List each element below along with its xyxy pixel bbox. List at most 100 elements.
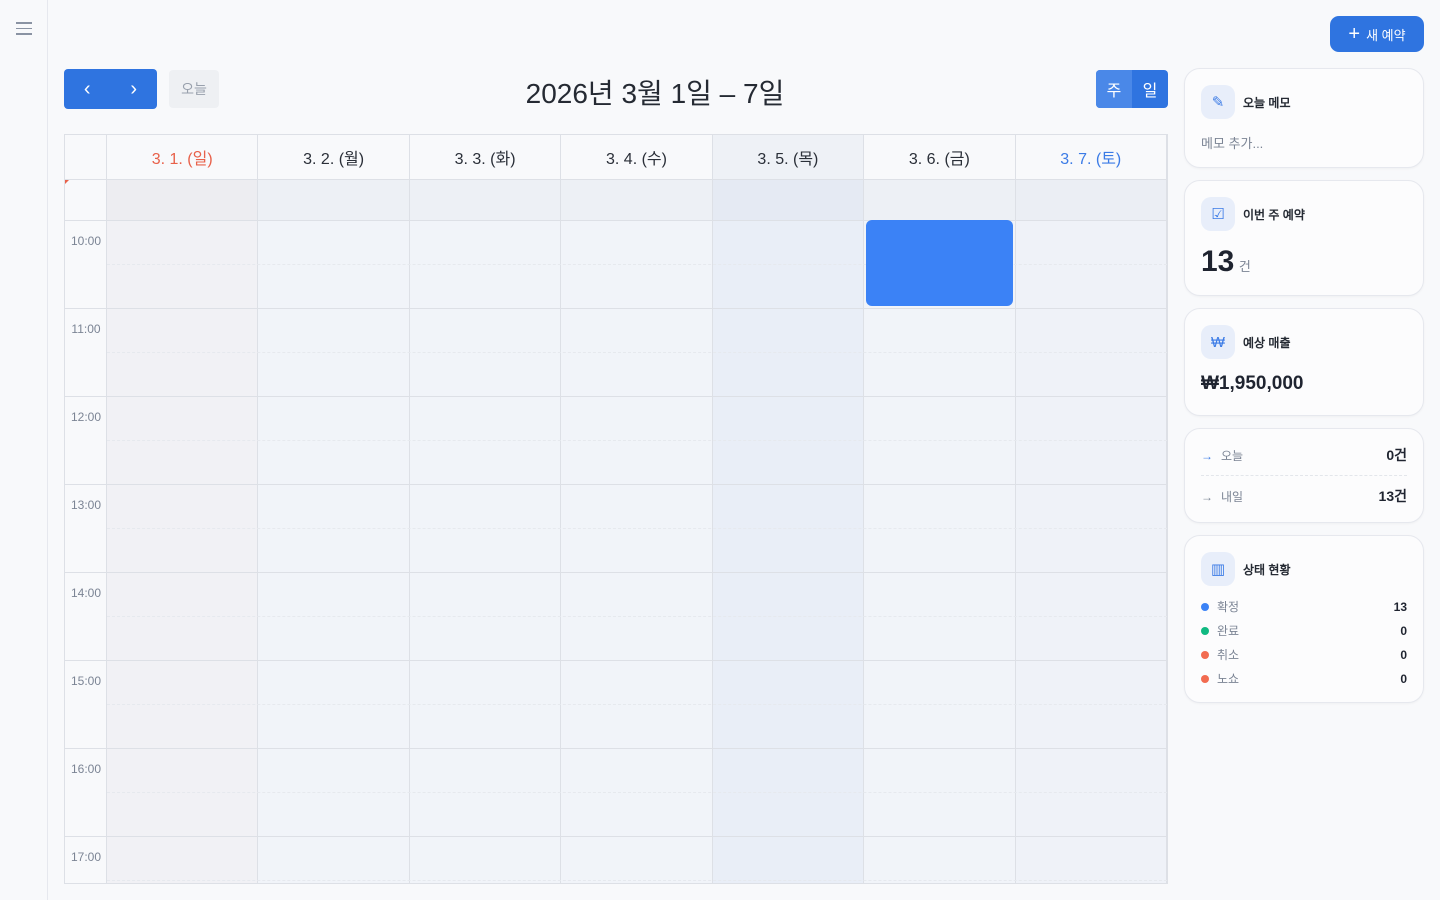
day-column[interactable] bbox=[1015, 180, 1167, 883]
today-button[interactable]: 오늘 bbox=[169, 70, 219, 108]
day-label: 3. 4. (수) bbox=[606, 151, 667, 168]
half-hour-line bbox=[107, 352, 1167, 353]
day-header[interactable]: 3. 6. (금) bbox=[864, 135, 1016, 180]
day-header[interactable]: 3. 4. (수) bbox=[561, 135, 713, 180]
time-label: 13:00 bbox=[70, 498, 102, 512]
time-label: 10:00 bbox=[70, 234, 102, 248]
day-column[interactable] bbox=[409, 180, 562, 883]
day-label: 3. 1. (일) bbox=[151, 151, 213, 168]
day-label: 3. 3. (화) bbox=[454, 151, 516, 168]
date-navigation: ‹ › bbox=[64, 69, 157, 109]
hour-line bbox=[65, 308, 1167, 309]
arrow-right-icon: → bbox=[1201, 489, 1213, 504]
weekly-unit: 건 bbox=[1238, 259, 1251, 274]
revenue-amount: ₩1,950,000 bbox=[1201, 373, 1304, 394]
revenue-title: 예상 매출 bbox=[1243, 336, 1291, 350]
status-dot-icon bbox=[1201, 603, 1209, 611]
revenue-card: ₩ 예상 매출 ₩1,950,000 bbox=[1184, 308, 1424, 416]
edit-icon: ✎ bbox=[1201, 85, 1235, 119]
half-hour-line bbox=[107, 440, 1167, 441]
status-dot-icon bbox=[1201, 675, 1209, 683]
won-icon: ₩ bbox=[1201, 325, 1235, 359]
summary-value: 13건 bbox=[1378, 488, 1407, 504]
sidebar bbox=[0, 0, 48, 900]
summary-today: → 오늘 0건 bbox=[1201, 445, 1407, 465]
day-label: 3. 7. (토) bbox=[1060, 151, 1122, 168]
week-calendar: 3. 1. (일) 3. 2. (월) 3. 3. (화) 3. 4. (수) 3. 5… bbox=[64, 134, 1168, 884]
day-header[interactable]: 3. 2. (월) bbox=[258, 135, 410, 180]
status-dot-icon bbox=[1201, 627, 1209, 635]
hour-line bbox=[65, 748, 1167, 749]
day-view-button[interactable]: 일 bbox=[1142, 83, 1158, 100]
half-hour-line bbox=[107, 792, 1167, 793]
new-booking-label: 새 예약 bbox=[1366, 27, 1406, 43]
day-header[interactable]: 3. 7. (토) bbox=[1015, 135, 1167, 180]
weekly-title: 이번 주 예약 bbox=[1243, 208, 1305, 222]
status-value: 13 bbox=[1393, 599, 1407, 614]
status-value: 0 bbox=[1400, 647, 1407, 662]
day-header[interactable]: 3. 1. (일) bbox=[107, 135, 259, 180]
summary-value: 0건 bbox=[1386, 447, 1407, 463]
memo-card: ✎ 오늘 메모 메모 추가... bbox=[1184, 68, 1424, 168]
prev-week-button[interactable]: ‹ bbox=[83, 77, 91, 100]
day-label: 3. 5. (목) bbox=[757, 151, 819, 168]
day-label: 3. 6. (금) bbox=[908, 151, 970, 168]
status-label: 완료 bbox=[1217, 624, 1240, 638]
week-view-button[interactable]: 주 bbox=[1096, 70, 1132, 108]
hour-line bbox=[65, 572, 1167, 573]
next-week-button[interactable]: › bbox=[130, 77, 138, 100]
half-hour-line bbox=[107, 704, 1167, 705]
weekly-count: 13 bbox=[1201, 245, 1235, 278]
bar-chart-icon: ▥ bbox=[1201, 552, 1235, 586]
hour-line bbox=[65, 220, 1167, 221]
day-column[interactable] bbox=[107, 180, 259, 883]
time-label: 17:00 bbox=[70, 850, 102, 864]
time-label: 14:00 bbox=[70, 586, 102, 600]
time-label: 11:00 bbox=[71, 322, 101, 336]
time-column bbox=[65, 180, 107, 883]
new-booking-button[interactable]: + 새 예약 bbox=[1330, 16, 1424, 52]
half-hour-line bbox=[107, 880, 1167, 881]
arrow-right-icon: → bbox=[1201, 448, 1213, 463]
day-column[interactable] bbox=[258, 180, 410, 883]
status-label: 확정 bbox=[1217, 600, 1240, 614]
day-header[interactable]: 3. 5. (목) bbox=[712, 135, 865, 180]
status-row: 확정 13 bbox=[1201, 598, 1407, 615]
weekly-bookings-card: ☑ 이번 주 예약 13 건 bbox=[1184, 180, 1424, 296]
status-label: 노쇼 bbox=[1217, 672, 1240, 686]
half-hour-line bbox=[107, 264, 1167, 265]
booking-event[interactable] bbox=[866, 220, 1013, 306]
summary-tomorrow: → 내일 13건 bbox=[1201, 486, 1407, 506]
hour-line bbox=[65, 396, 1167, 397]
half-hour-line bbox=[107, 616, 1167, 617]
hour-line bbox=[65, 836, 1167, 837]
page-title: 2026년 3월 1일 – 7일 bbox=[525, 78, 785, 109]
status-card: ▥ 상태 현황 확정 13 완료 0 취소 0 노쇼 0 bbox=[1184, 535, 1424, 703]
memo-title: 오늘 메모 bbox=[1243, 96, 1291, 110]
summary-label: 내일 bbox=[1221, 489, 1244, 504]
memo-input[interactable]: 메모 추가... bbox=[1201, 136, 1264, 151]
status-label: 취소 bbox=[1217, 648, 1240, 662]
status-row: 노쇼 0 bbox=[1201, 670, 1407, 687]
view-toggle: 주 일 bbox=[1096, 70, 1168, 108]
time-label: 12:00 bbox=[70, 410, 102, 424]
day-column[interactable] bbox=[561, 180, 713, 883]
day-header[interactable]: 3. 3. (화) bbox=[409, 135, 562, 180]
status-row: 완료 0 bbox=[1201, 622, 1407, 639]
summary-label: 오늘 bbox=[1221, 448, 1244, 463]
day-label: 3. 2. (월) bbox=[303, 151, 365, 168]
hour-line bbox=[65, 484, 1167, 485]
menu-icon[interactable] bbox=[16, 22, 32, 39]
day-column[interactable] bbox=[712, 180, 865, 883]
corner-cell bbox=[65, 135, 107, 180]
status-value: 0 bbox=[1400, 671, 1407, 686]
now-indicator bbox=[65, 180, 69, 184]
calendar-check-icon: ☑ bbox=[1201, 197, 1235, 231]
time-label: 16:00 bbox=[70, 762, 102, 776]
status-title: 상태 현황 bbox=[1243, 563, 1291, 577]
summary-card: → 오늘 0건 → 내일 13건 bbox=[1184, 428, 1424, 523]
time-label: 15:00 bbox=[70, 674, 102, 688]
status-value: 0 bbox=[1400, 623, 1407, 638]
status-row: 취소 0 bbox=[1201, 646, 1407, 663]
half-hour-line bbox=[107, 528, 1167, 529]
